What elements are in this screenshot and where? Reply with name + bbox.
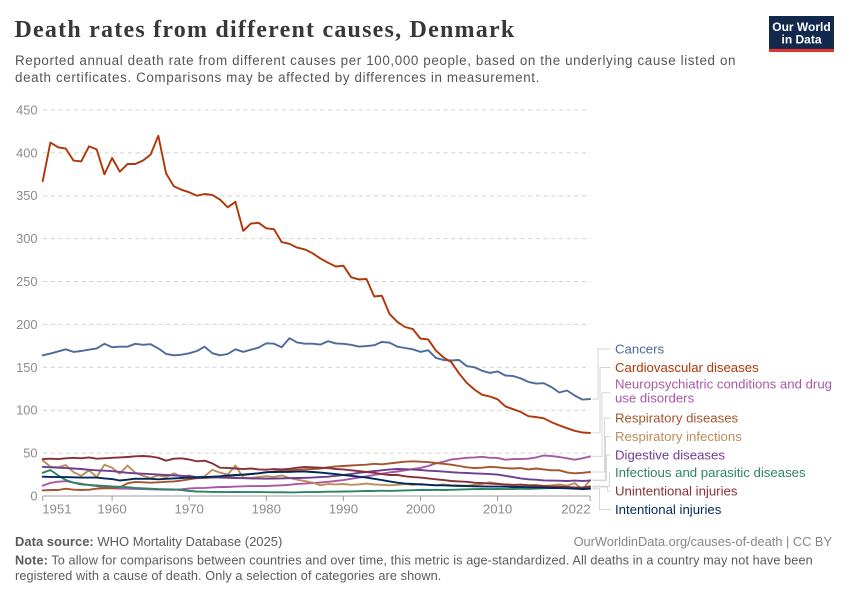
svg-text:Data source: WHO Mortality Dat: Data source: WHO Mortality Database (202…	[15, 534, 282, 549]
svg-text:Intentional injuries: Intentional injuries	[615, 502, 722, 517]
svg-text:2010: 2010	[483, 502, 512, 517]
svg-text:2022: 2022	[561, 502, 590, 517]
svg-text:registered with a cause of dea: registered with a cause of death. Only a…	[15, 569, 441, 583]
svg-text:Digestive diseases: Digestive diseases	[615, 448, 725, 463]
svg-text:Unintentional injuries: Unintentional injuries	[615, 484, 738, 499]
svg-text:Cardiovascular diseases: Cardiovascular diseases	[615, 360, 759, 375]
svg-text:1980: 1980	[252, 502, 281, 517]
svg-text:Cancers: Cancers	[615, 342, 665, 357]
svg-text:death certificates. Comparison: death certificates. Comparisons may be a…	[15, 70, 540, 85]
svg-text:2000: 2000	[406, 502, 435, 517]
svg-text:Respiratory diseases: Respiratory diseases	[615, 411, 739, 426]
svg-text:Infectious and parasitic disea: Infectious and parasitic diseases	[615, 465, 806, 480]
svg-text:Death rates from different cau: Death rates from different causes, Denma…	[15, 17, 516, 43]
svg-text:150: 150	[16, 360, 37, 375]
svg-text:Neuropsychiatric conditions an: Neuropsychiatric conditions and drug	[615, 376, 832, 391]
svg-text:450: 450	[16, 103, 37, 118]
svg-text:Reported annual death rate fro: Reported annual death rate from differen…	[15, 53, 736, 68]
svg-text:0: 0	[30, 489, 37, 504]
svg-text:Our World: Our World	[772, 20, 830, 34]
svg-text:1960: 1960	[97, 502, 126, 517]
svg-text:100: 100	[16, 403, 37, 418]
svg-text:300: 300	[16, 231, 37, 246]
svg-text:1990: 1990	[329, 502, 358, 517]
svg-text:Respiratory infections: Respiratory infections	[615, 429, 742, 444]
svg-text:OurWorldinData.org/causes-of-d: OurWorldinData.org/causes-of-death | CC …	[574, 534, 833, 549]
svg-text:50: 50	[23, 446, 37, 461]
svg-text:1970: 1970	[175, 502, 204, 517]
svg-text:use disorders: use disorders	[615, 390, 695, 405]
svg-text:Note: To allow for comparisons: Note: To allow for comparisons between c…	[15, 554, 813, 568]
svg-text:250: 250	[16, 274, 37, 289]
svg-text:400: 400	[16, 145, 37, 160]
svg-text:350: 350	[16, 188, 37, 203]
svg-text:200: 200	[16, 317, 37, 332]
svg-text:1951: 1951	[42, 502, 71, 517]
svg-text:in Data: in Data	[781, 33, 821, 47]
